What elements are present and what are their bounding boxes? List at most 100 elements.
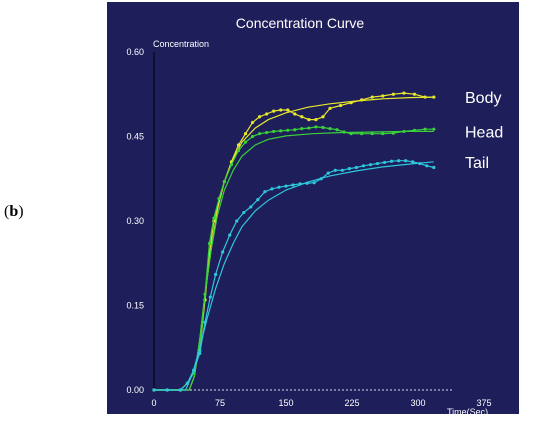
tail-data-point xyxy=(214,272,218,277)
plot-background xyxy=(107,2,519,414)
body-data-point xyxy=(328,106,332,110)
body-data-point xyxy=(423,95,427,99)
head-data-point xyxy=(360,132,364,136)
x-tick-label: 300 xyxy=(410,398,425,408)
head-data-point xyxy=(342,130,346,134)
head-series-label: Head xyxy=(465,124,503,141)
tail-data-point xyxy=(291,183,295,187)
body-data-point xyxy=(300,115,304,119)
series-labels: Body Head Tail xyxy=(465,90,503,172)
tail-data-point xyxy=(203,320,207,324)
tail-data-point xyxy=(221,250,225,254)
body-data-point xyxy=(391,92,395,96)
y-tick-label: 0.30 xyxy=(126,216,144,226)
tail-data-point xyxy=(270,187,274,191)
tail-data-point xyxy=(284,184,288,188)
x-tick-label: 75 xyxy=(215,398,225,408)
head-data-point xyxy=(229,163,234,167)
head-data-point xyxy=(243,140,248,144)
head-data-point xyxy=(293,128,297,132)
body-data-point xyxy=(286,108,290,112)
x-axis-label: Time(Sec) xyxy=(447,407,488,417)
y-tick-label: 0.45 xyxy=(126,132,144,142)
tail-data-point xyxy=(242,210,246,215)
tail-fit-line xyxy=(154,161,434,391)
head-data-point xyxy=(335,128,339,132)
tail-data-point xyxy=(375,161,380,166)
head-data-point xyxy=(328,127,332,131)
head-data-point xyxy=(286,128,290,132)
tail-data-point xyxy=(192,368,196,372)
tail-data-point xyxy=(326,171,330,175)
head-data-point xyxy=(212,216,216,220)
x-tick-label: 225 xyxy=(344,398,359,408)
head-data-point xyxy=(258,132,262,136)
body-data-point xyxy=(272,109,276,113)
body-data-point xyxy=(250,120,255,125)
tail-data-point xyxy=(347,167,351,171)
head-data-point xyxy=(432,127,436,131)
head-data-point xyxy=(250,134,255,139)
tail-data-point xyxy=(368,163,373,167)
y-axis-label: Concentration xyxy=(153,39,209,49)
head-data-point xyxy=(423,127,427,131)
head-data-point xyxy=(207,241,212,246)
body-series-label: Body xyxy=(465,90,501,107)
head-data-point xyxy=(222,179,226,184)
tail-data-point xyxy=(432,165,436,170)
tail-data-point xyxy=(312,181,316,185)
tail-measured-line xyxy=(154,160,434,391)
body-data-point xyxy=(370,95,374,99)
head-data-point xyxy=(272,129,276,134)
head-data-point xyxy=(349,132,353,136)
body-data-point xyxy=(360,98,364,102)
body-data-point xyxy=(236,143,241,147)
head-data-point xyxy=(321,125,325,130)
body-data-point xyxy=(321,115,325,119)
tail-data-point xyxy=(208,295,212,299)
tail-data-point xyxy=(390,159,394,163)
tail-data-point xyxy=(425,164,429,168)
tick-labels: 0.00 0.15 0.30 0.45 0.60 0 75 150 225 300 375 xyxy=(126,47,491,408)
tail-data-point xyxy=(228,233,232,237)
tail-data-point xyxy=(418,161,422,166)
tail-data-point xyxy=(277,185,281,189)
body-data-point xyxy=(293,112,297,116)
tail-data-point xyxy=(256,197,260,202)
tail-data-point xyxy=(333,168,337,172)
head-data-point xyxy=(381,132,385,136)
head-data-point xyxy=(391,131,395,135)
tail-data-point xyxy=(354,165,358,170)
body-data-point xyxy=(314,118,318,122)
head-data-point xyxy=(236,148,241,153)
body-data-point xyxy=(243,132,248,136)
series-layer xyxy=(152,91,436,392)
body-data-point xyxy=(258,115,262,119)
head-data-point xyxy=(279,129,283,133)
tail-data-point xyxy=(361,164,366,168)
body-data-point xyxy=(279,108,283,112)
body-data-point xyxy=(349,101,353,105)
tail-data-point xyxy=(340,168,344,172)
tail-series-label: Tail xyxy=(465,155,489,172)
head-data-point xyxy=(217,196,221,201)
tail-data-point xyxy=(198,351,202,355)
y-tick-label: 0.15 xyxy=(126,301,144,311)
tail-data-point xyxy=(263,190,267,194)
head-data-point xyxy=(314,125,318,129)
head-data-point xyxy=(300,127,304,131)
x-tick-label: 0 xyxy=(151,398,156,408)
body-data-point xyxy=(412,92,417,96)
head-data-point xyxy=(307,126,311,130)
tail-data-point xyxy=(319,177,323,181)
head-data-point xyxy=(203,292,207,296)
tail-data-point xyxy=(178,388,182,392)
tail-data-point xyxy=(185,381,190,385)
tail-data-point xyxy=(249,205,253,209)
tail-data-point xyxy=(305,181,309,185)
tail-data-point xyxy=(298,182,302,186)
x-tick-label: 375 xyxy=(476,398,491,408)
head-data-point xyxy=(370,132,374,136)
head-data-point xyxy=(265,130,269,135)
